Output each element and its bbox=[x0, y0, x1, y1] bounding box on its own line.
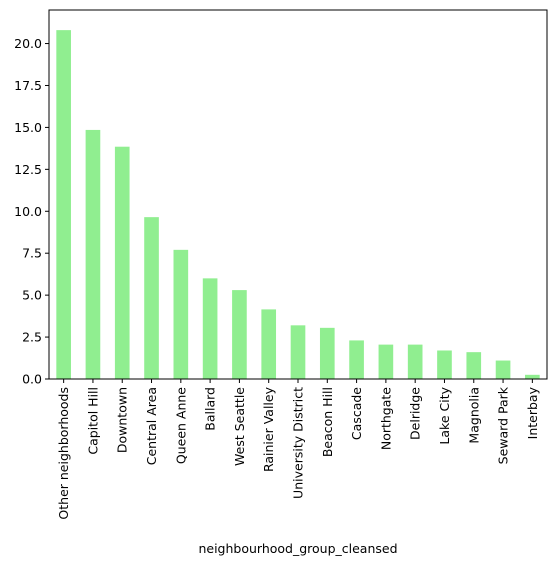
y-tick-label: 5.0 bbox=[22, 288, 42, 303]
y-axis: 0.0 2.5 5.0 7.5 10.0 12.5 15.0 17.5 20.0 bbox=[14, 36, 49, 387]
x-tick-label: Magnolia bbox=[466, 387, 481, 444]
bar-other-neighborhoods bbox=[56, 30, 71, 379]
x-tick-label: Downtown bbox=[115, 387, 130, 453]
x-tick-label: Queen Anne bbox=[173, 387, 188, 464]
bars-group bbox=[56, 30, 540, 379]
x-tick-label: Delridge bbox=[408, 387, 423, 440]
x-tick-label: Capitol Hill bbox=[85, 387, 100, 455]
y-tick-label: 2.5 bbox=[22, 330, 42, 345]
x-tick-label: University District bbox=[291, 387, 306, 499]
x-tick-label: Interbay bbox=[525, 386, 540, 439]
bar-cascade bbox=[349, 340, 364, 379]
bar-capitol-hill bbox=[85, 129, 101, 379]
y-tick-label: 20.0 bbox=[14, 36, 42, 51]
x-tick-label: Lake City bbox=[437, 386, 452, 444]
bar-university-district bbox=[290, 325, 306, 379]
bar-central-area bbox=[144, 217, 159, 379]
bar-rainier-valley bbox=[261, 309, 277, 379]
x-axis-label: neighbourhood_group_cleansed bbox=[198, 541, 397, 556]
x-axis: Other neighborhoods Capitol Hill Downtown C… bbox=[56, 379, 540, 520]
bar-interbay bbox=[525, 374, 540, 379]
bar-ballard bbox=[202, 278, 218, 379]
bar-northgate bbox=[378, 344, 394, 379]
y-tick-label: 12.5 bbox=[14, 162, 42, 177]
x-tick-label: Other neighborhoods bbox=[56, 387, 71, 520]
y-tick-label: 17.5 bbox=[14, 78, 42, 93]
y-tick-label: 10.0 bbox=[14, 204, 42, 219]
x-tick-label: Northgate bbox=[378, 387, 393, 450]
x-tick-label: Rainier Valley bbox=[261, 386, 276, 472]
y-tick-label: 7.5 bbox=[22, 246, 42, 261]
x-tick-label: Seward Park bbox=[496, 386, 511, 464]
x-tick-label: West Seattle bbox=[232, 387, 247, 466]
bar-seward-park bbox=[495, 360, 511, 379]
bar-beacon-hill bbox=[319, 327, 335, 379]
bar-downtown bbox=[114, 146, 130, 379]
x-tick-label: Central Area bbox=[144, 387, 159, 465]
bar-lake-city bbox=[437, 350, 452, 379]
y-tick-label: 0.0 bbox=[22, 372, 42, 387]
x-tick-label: Beacon Hill bbox=[320, 387, 335, 457]
x-tick-label: Cascade bbox=[349, 387, 364, 440]
plot-frame bbox=[48, 9, 548, 380]
bar-delridge bbox=[407, 344, 423, 379]
bar-queen-anne bbox=[173, 249, 189, 379]
x-tick-label: Ballard bbox=[203, 387, 218, 431]
y-tick-label: 15.0 bbox=[14, 120, 42, 135]
bar-magnolia bbox=[466, 352, 482, 379]
bar-west-seattle bbox=[232, 290, 247, 379]
